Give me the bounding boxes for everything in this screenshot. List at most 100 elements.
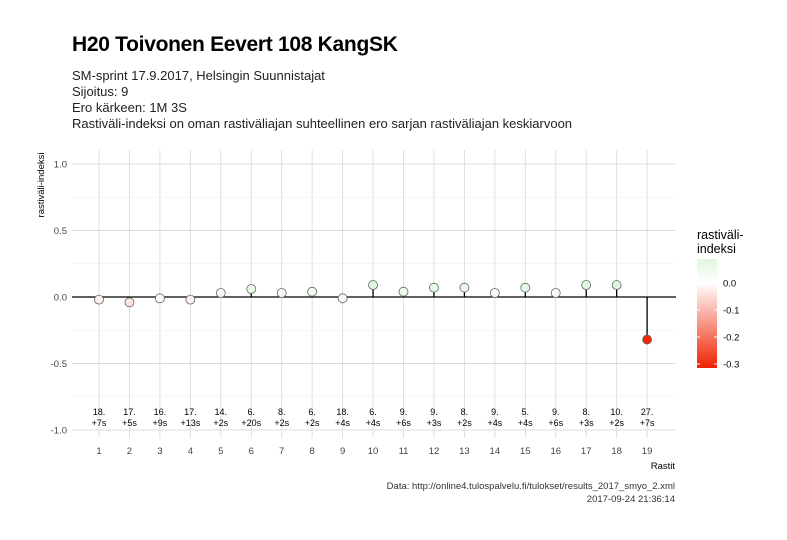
rank-label: 14. [215, 407, 228, 417]
chart-title: H20 Toivonen Eevert 108 KangSK [72, 33, 398, 56]
time-diff-label: +4s [487, 418, 502, 428]
legend-tick-label: -0.1 [723, 306, 739, 317]
x-tick-label: 17 [581, 446, 592, 457]
x-tick-label: 10 [368, 446, 379, 457]
x-tick-label: 12 [429, 446, 440, 457]
subtitle-rank: Sijoitus: 9 [72, 84, 129, 99]
lollipop-point [550, 288, 561, 298]
time-diff-label: +2s [274, 418, 289, 428]
time-diff-label: +5s [122, 418, 137, 428]
x-tick-label: 16 [550, 446, 561, 457]
time-diff-label: +20s [241, 418, 261, 428]
time-diff-label: +4s [366, 418, 381, 428]
x-tick-label: 4 [188, 446, 193, 457]
rank-label: 9. [430, 407, 438, 417]
lollipop-point [94, 294, 104, 305]
lollipop-point [459, 282, 470, 293]
x-tick-label: 14 [490, 446, 501, 457]
lollipop-point [337, 293, 348, 304]
time-diff-label: +2s [305, 418, 320, 428]
lollipop-point [368, 280, 378, 290]
x-tick-label: 6 [249, 446, 254, 457]
legend-colorbar [697, 259, 717, 368]
rank-label: 17. [184, 407, 197, 417]
x-tick-label: 1 [96, 446, 101, 457]
color-legend: rastiväli-indeksi 0.0 -0.1 -0.2 -0.3 [697, 228, 744, 371]
x-tick-label: 18 [611, 446, 622, 457]
y-tick-label: 1.0 [54, 160, 67, 171]
lollipop-point [611, 280, 622, 290]
time-diff-label: +2s [213, 418, 228, 428]
rank-label: 9. [491, 407, 499, 417]
source-caption: Data: http://online4.tulospalvelu.fi/tul… [386, 481, 675, 492]
x-tick-label: 7 [279, 446, 284, 457]
rank-label: 9. [400, 407, 408, 417]
lollipop-point [642, 334, 652, 345]
lollipop-point [581, 280, 592, 290]
y-tick-label: -0.5 [51, 359, 67, 370]
legend-tick-label: -0.3 [723, 360, 739, 371]
x-tick-label: 13 [459, 446, 470, 457]
rank-label: 9. [552, 407, 560, 417]
time-diff-label: +13s [180, 418, 200, 428]
subtitle-description: Rastiväli-indeksi on oman rastiväliajan … [72, 116, 573, 131]
subtitle-diff: Ero kärkeen: 1M 3S [72, 100, 187, 115]
rank-label: 18. [336, 407, 349, 417]
lollipop-point [124, 297, 135, 308]
legend-title-line1: rastiväli- [697, 228, 744, 242]
x-tick-label: 11 [399, 446, 409, 457]
y-axis-title: rastiväli-indeksi [36, 153, 47, 218]
subtitle-event: SM-sprint 17.9.2017, Helsingin Suunnista… [72, 68, 325, 83]
rank-label: 5. [522, 407, 530, 417]
rank-label: 17. [123, 407, 136, 417]
time-diff-label: +6s [396, 418, 411, 428]
time-diff-label: +2s [609, 418, 624, 428]
lollipop-point [154, 293, 165, 304]
rank-label: 6. [369, 407, 377, 417]
grid-lines [72, 150, 676, 438]
rank-label: 6. [247, 407, 255, 417]
lollipop-point [429, 282, 439, 293]
time-diff-label: +4s [518, 418, 533, 428]
x-tick-label: 5 [218, 446, 223, 457]
lollipop-point [307, 286, 318, 297]
time-diff-label: +4s [335, 418, 350, 428]
x-axis-title: Rastit [651, 461, 676, 472]
lollipop-point [185, 294, 196, 305]
time-diff-label: +2s [457, 418, 472, 428]
time-diff-label: +7s [92, 418, 107, 428]
rank-label: 27. [641, 407, 654, 417]
legend-tick-label: -0.2 [723, 333, 739, 344]
rank-label: 8. [461, 407, 469, 417]
x-tick-label: 15 [520, 446, 531, 457]
x-tick-label: 19 [642, 446, 653, 457]
y-tick-label: -1.0 [51, 426, 67, 437]
y-tick-label: 0.5 [54, 226, 67, 237]
x-tick-label: 3 [157, 446, 162, 457]
y-tick-label: 0.0 [54, 293, 67, 304]
lollipop-point [398, 286, 409, 297]
rank-label: 18. [93, 407, 106, 417]
timestamp-caption: 2017-09-24 21:36:14 [586, 494, 675, 505]
rank-label: 8. [278, 407, 286, 417]
axes: 1.00.50.0-0.5-1.01 2 3 4 5 6 7 8 9 10 11 12 13 14 15 16… [36, 153, 675, 472]
rank-label: 10. [610, 407, 623, 417]
rank-label: 6. [308, 407, 316, 417]
x-tick-label: 9 [340, 446, 345, 457]
rank-label: 8. [582, 407, 590, 417]
lollipop-point [276, 288, 287, 298]
lollipop-point [520, 282, 531, 293]
lollipop-point [489, 288, 500, 298]
lollipop-point [246, 284, 257, 294]
point-labels: 18.+7s17.+5s16.+9s17.+13s14.+2s6.+20s8.+… [92, 407, 655, 428]
rank-label: 16. [154, 407, 167, 417]
time-diff-label: +7s [640, 418, 655, 428]
legend-tick-label: 0.0 [723, 279, 736, 290]
legend-title-line2: indeksi [697, 242, 736, 256]
x-tick-label: 8 [310, 446, 315, 457]
data-marks [72, 280, 676, 345]
time-diff-label: +3s [579, 418, 594, 428]
time-diff-label: +9s [153, 418, 168, 428]
